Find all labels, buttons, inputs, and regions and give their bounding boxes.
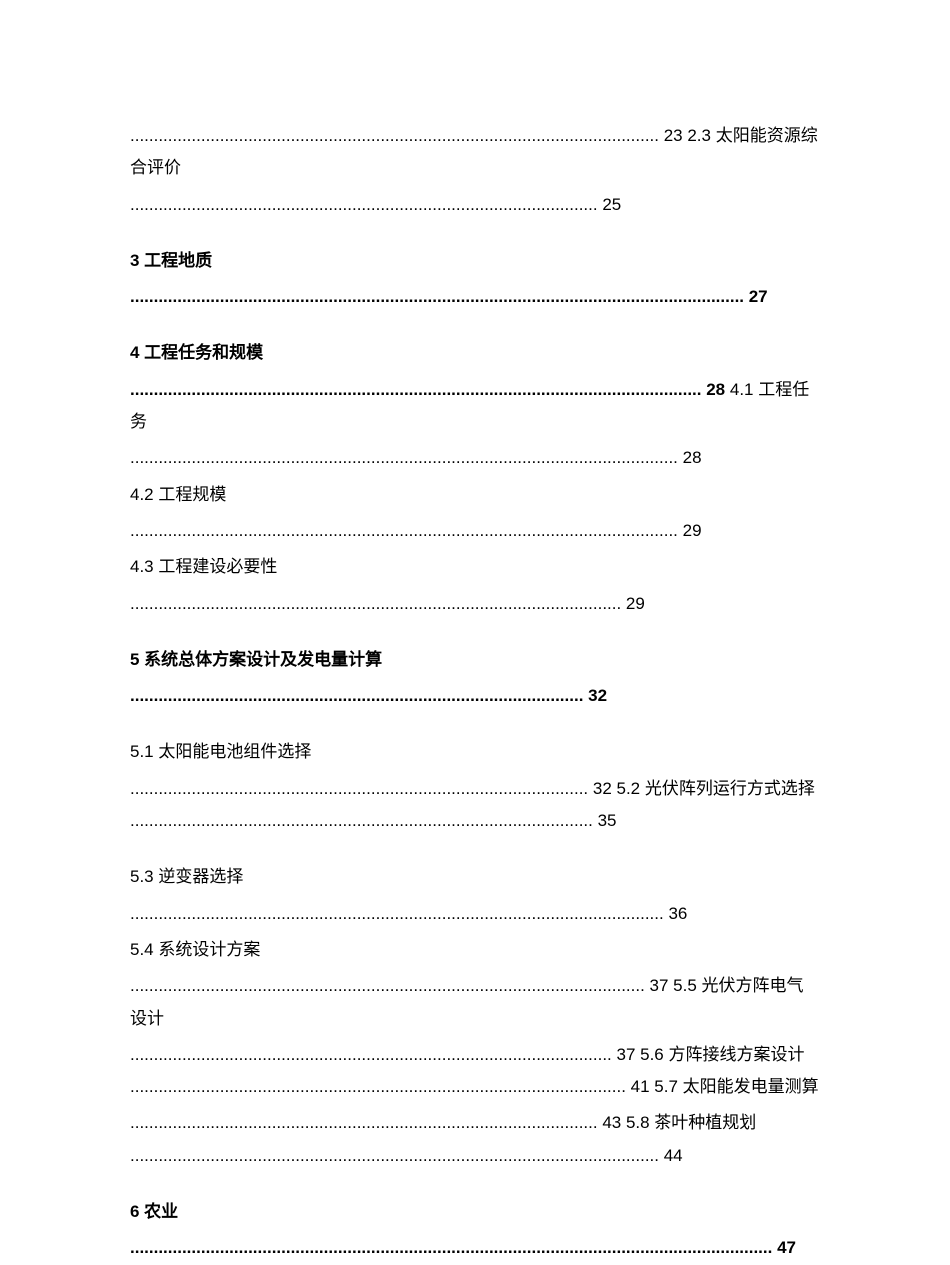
- toc-entry-5-7-5-8: ........................................…: [130, 1107, 820, 1172]
- toc-entry-4-2-dots: ........................................…: [130, 515, 820, 547]
- toc-chapter-5-dots: ........................................…: [130, 680, 820, 712]
- toc-chapter-3-dots: ........................................…: [130, 281, 820, 313]
- toc-entry-5-4-5-5: ........................................…: [130, 970, 820, 1035]
- toc-content: ........................................…: [130, 120, 820, 1265]
- toc-chapter-6-title: 6 农业: [130, 1196, 820, 1228]
- spacer: [130, 841, 820, 861]
- toc-chapter-6-dots: ........................................…: [130, 1232, 820, 1264]
- toc-chapter-3-title: 3 工程地质: [130, 245, 820, 277]
- toc-chapter-4: 4 工程任务和规模: [130, 337, 820, 369]
- toc-entry-5-4: 5.4 系统设计方案: [130, 934, 820, 966]
- toc-entry-5-3: 5.3 逆变器选择: [130, 861, 820, 893]
- spacer: [130, 624, 820, 644]
- toc-entry-5-1: 5.1 太阳能电池组件选择: [130, 736, 820, 768]
- spacer: [130, 317, 820, 337]
- toc-entry-4-2: 4.2 工程规模: [130, 479, 820, 511]
- toc-chapter-4-dots: ........................................…: [130, 380, 725, 399]
- spacer: [130, 1176, 820, 1196]
- toc-entry-5-1-5-2: ........................................…: [130, 773, 820, 838]
- toc-entry-4-3-dots: ........................................…: [130, 588, 820, 620]
- toc-chapter-4-line2: ........................................…: [130, 374, 820, 439]
- toc-entry-4-3: 4.3 工程建设必要性: [130, 551, 820, 583]
- toc-entry-4-1-dots: ........................................…: [130, 442, 820, 474]
- toc-entry-2-3-page: ........................................…: [130, 189, 820, 221]
- spacer: [130, 716, 820, 736]
- toc-chapter-5-title: 5 系统总体方案设计及发电量计算: [130, 644, 820, 676]
- toc-entry-5-3-dots: ........................................…: [130, 898, 820, 930]
- toc-entry-5-5-5-6-5-7: ........................................…: [130, 1039, 820, 1104]
- toc-chapter-4-title: 4 工程任务和规模: [130, 343, 263, 362]
- spacer: [130, 225, 820, 245]
- toc-entry-2-3: ........................................…: [130, 120, 820, 185]
